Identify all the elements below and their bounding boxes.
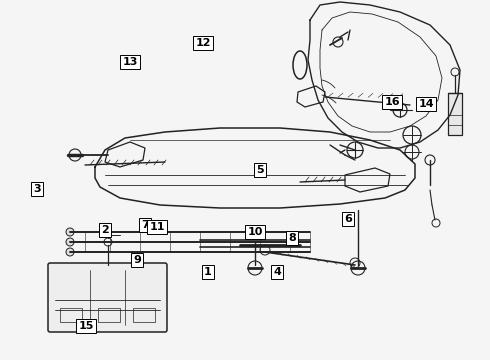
Text: 5: 5 bbox=[256, 165, 264, 175]
Text: 7: 7 bbox=[141, 220, 149, 230]
Bar bbox=[98, 308, 120, 322]
Circle shape bbox=[66, 238, 74, 246]
Bar bbox=[133, 308, 155, 322]
Text: 12: 12 bbox=[195, 38, 211, 48]
Text: 3: 3 bbox=[33, 184, 41, 194]
Bar bbox=[60, 308, 82, 322]
Text: 8: 8 bbox=[288, 233, 296, 243]
Text: 2: 2 bbox=[101, 225, 109, 235]
FancyBboxPatch shape bbox=[48, 263, 167, 332]
Text: 15: 15 bbox=[78, 321, 94, 331]
Text: 6: 6 bbox=[344, 214, 352, 224]
Text: 11: 11 bbox=[149, 222, 165, 232]
Circle shape bbox=[66, 248, 74, 256]
Circle shape bbox=[66, 228, 74, 236]
Text: 1: 1 bbox=[204, 267, 212, 277]
Text: 13: 13 bbox=[122, 57, 138, 67]
Text: 14: 14 bbox=[418, 99, 434, 109]
Text: 4: 4 bbox=[273, 267, 281, 277]
Bar bbox=[448, 93, 462, 135]
Text: 16: 16 bbox=[384, 97, 400, 107]
Text: 10: 10 bbox=[247, 227, 263, 237]
Text: 9: 9 bbox=[133, 255, 141, 265]
